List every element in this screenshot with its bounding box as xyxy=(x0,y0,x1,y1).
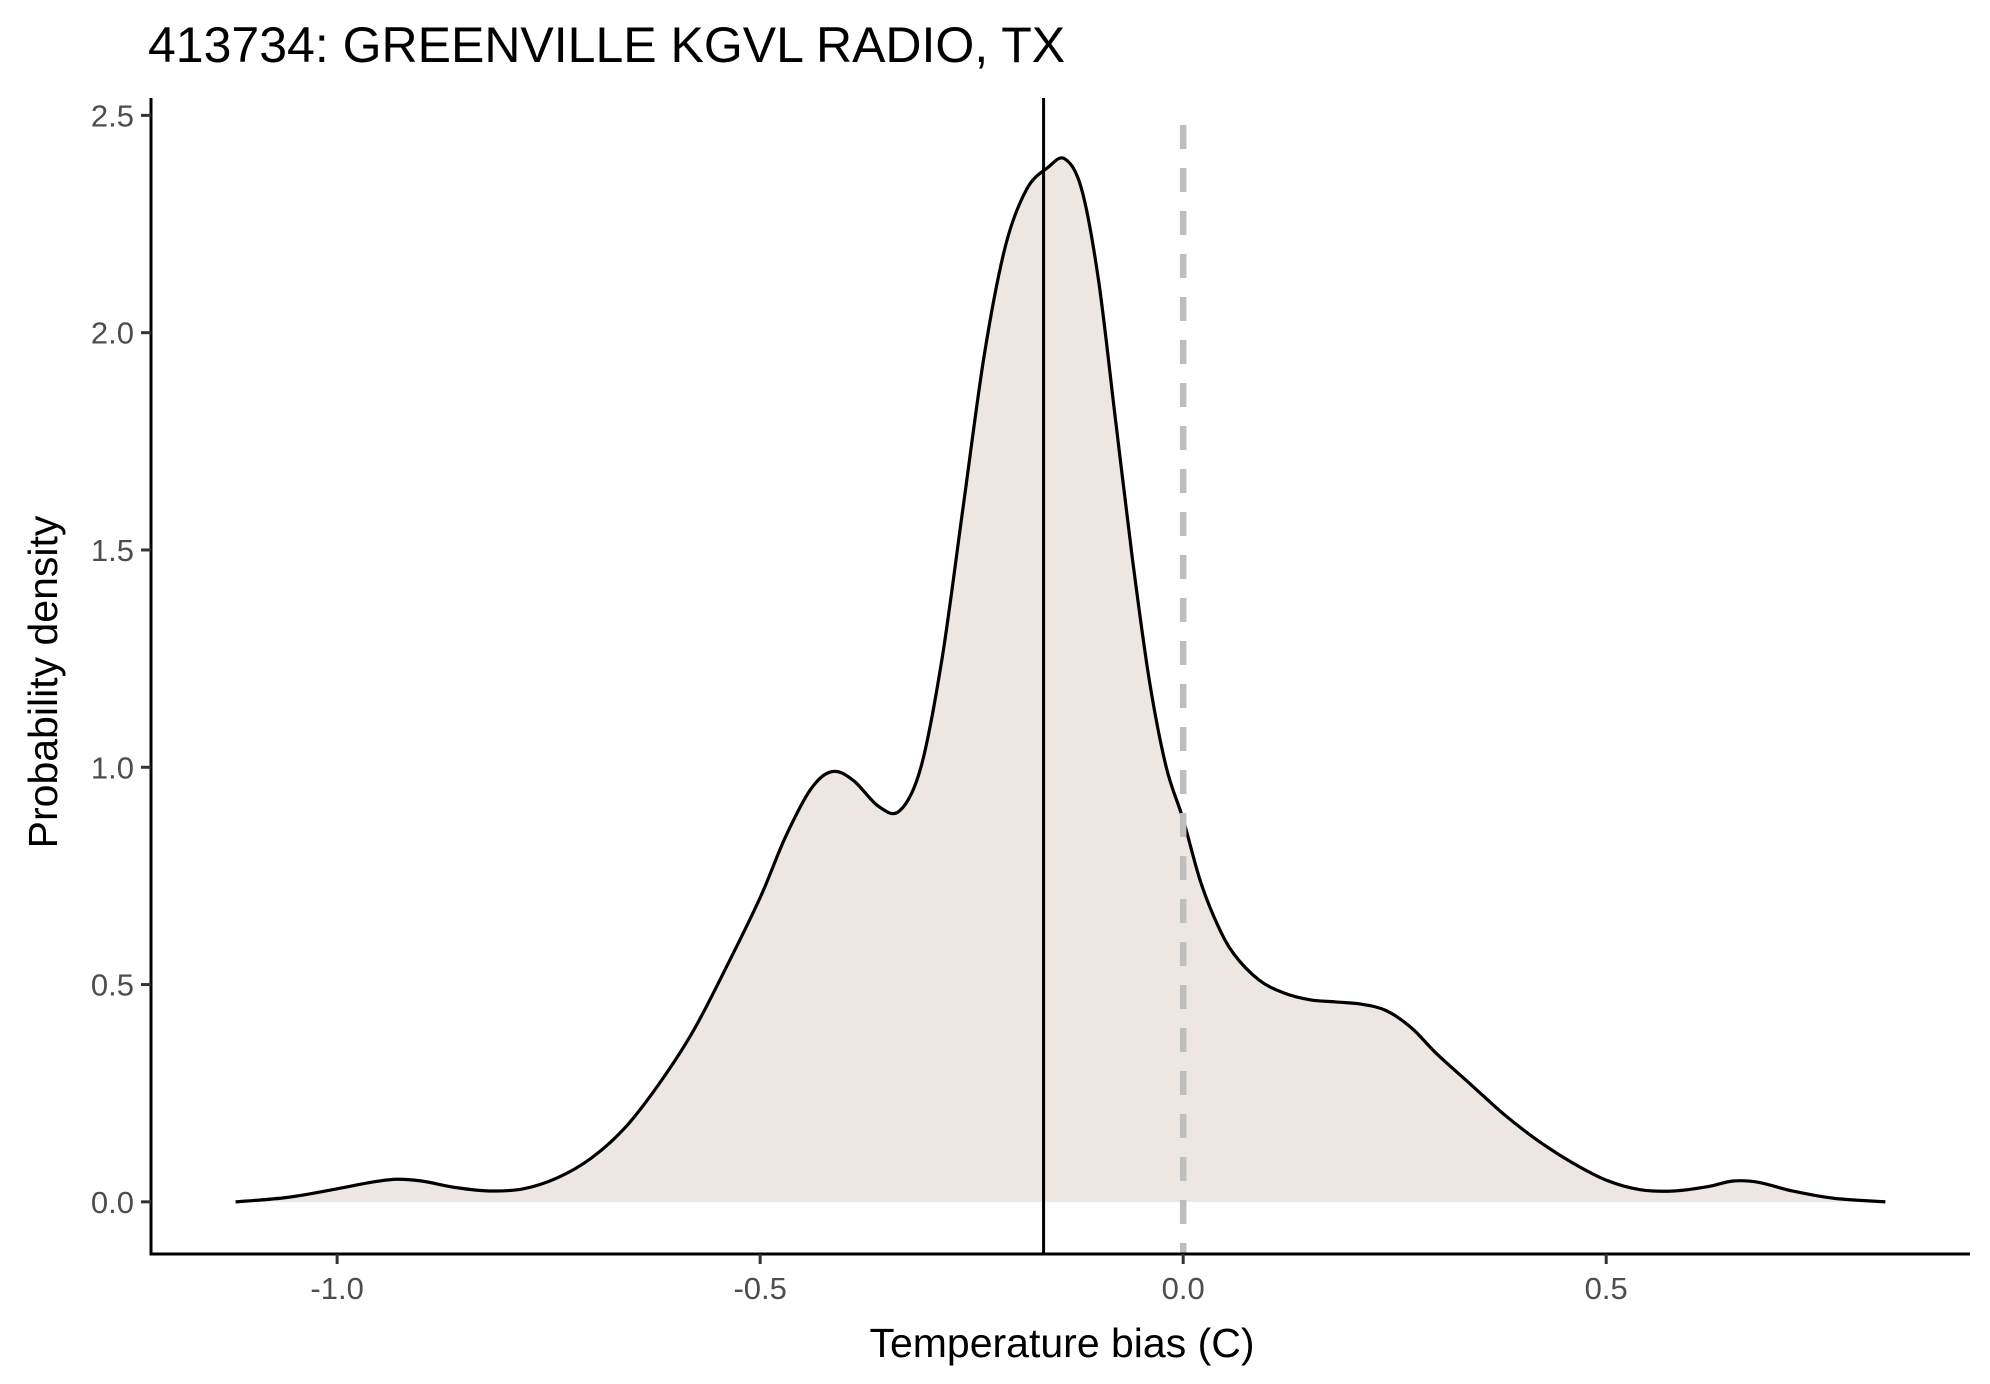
plot-area xyxy=(235,98,1886,1254)
x-tick-label: -1.0 xyxy=(310,1271,363,1306)
x-axis-title: Temperature bias (C) xyxy=(869,1320,1254,1366)
y-tick-label: 0.5 xyxy=(91,968,134,1003)
x-tick-label: 0.0 xyxy=(1162,1271,1205,1306)
y-tick-label: 0.0 xyxy=(91,1185,134,1220)
y-tick-label: 1.0 xyxy=(91,750,134,785)
y-axis-title: Probability density xyxy=(20,515,66,848)
y-tick-label: 2.5 xyxy=(91,98,134,133)
axes: 0.0 0.5 1.0 1.5 2.0 2.5 -1.0 -0.5 0.0 0.5 xyxy=(91,98,1970,1306)
density-area-0 xyxy=(235,157,1886,1202)
x-tick-label: -0.5 xyxy=(733,1271,786,1306)
x-tick-label: 0.5 xyxy=(1585,1271,1628,1306)
chart-title: 413734: GREENVILLE KGVL RADIO, TX xyxy=(148,17,1065,73)
y-tick-label: 1.5 xyxy=(91,533,134,568)
density-curve-0 xyxy=(235,156,1886,1204)
y-tick-label: 2.0 xyxy=(91,316,134,351)
